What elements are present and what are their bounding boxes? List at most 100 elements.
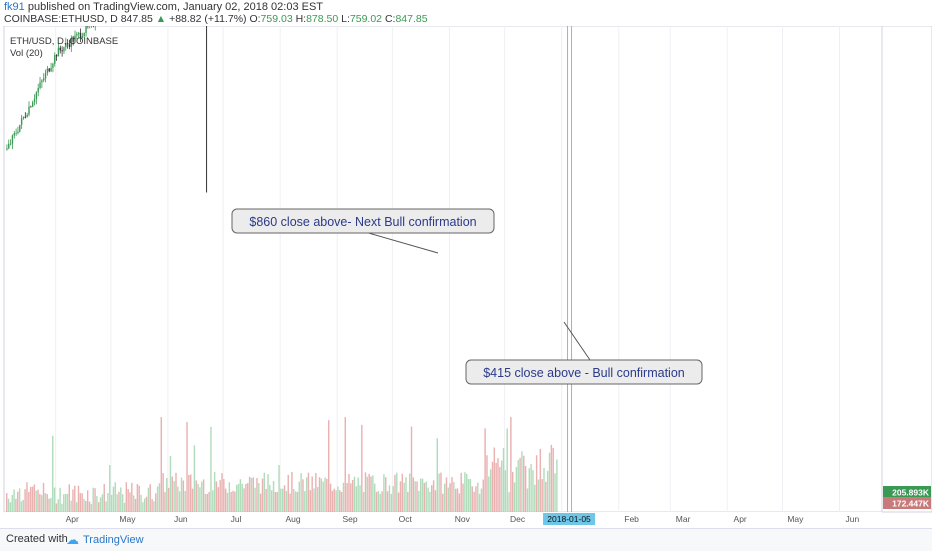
volume-bar <box>394 474 396 512</box>
time-label-6: Oct <box>399 514 413 524</box>
volume-bar <box>74 485 76 512</box>
volume-bar <box>44 493 47 512</box>
candle-body <box>48 68 50 72</box>
volume-bar <box>495 462 497 512</box>
ohlc-line: COINBASE:ETHUSD, D 847.85 ▲ +88.82 (+11.… <box>4 13 428 25</box>
volume-bar <box>215 481 218 512</box>
volume-bar <box>528 468 530 512</box>
volume-bar <box>162 473 164 512</box>
candle-body <box>65 43 67 48</box>
volume-bar <box>177 486 179 512</box>
chart-header: fk91 published on TradingView.com, Janua… <box>0 0 932 26</box>
volume-bar <box>236 484 238 512</box>
volume-bar <box>556 459 558 512</box>
volume-bar <box>99 497 102 512</box>
volume-bar <box>92 487 94 512</box>
volume-bar <box>53 487 56 512</box>
volume-marker-label-0: 205.893K <box>892 488 930 498</box>
callout-text-bottom: $415 close above - Bull confirmation <box>483 366 685 380</box>
volume-bar <box>112 486 115 512</box>
volume-bar <box>213 472 216 512</box>
candle-body <box>31 102 34 107</box>
volume-bar <box>29 486 32 512</box>
volume-bar <box>188 474 190 512</box>
volume-bar <box>482 479 484 512</box>
volume-bar <box>322 481 324 512</box>
volume-bar <box>420 478 422 512</box>
volume-bar <box>155 493 157 512</box>
volume-bar <box>355 486 358 512</box>
volume-bar <box>269 484 271 512</box>
volume-bar <box>414 481 416 512</box>
volume-bar <box>351 479 354 512</box>
tradingview-logo[interactable]: ☁ TradingView <box>66 532 144 548</box>
volume-bar <box>519 457 521 512</box>
candle-body <box>15 133 17 134</box>
volume-bar <box>313 488 315 512</box>
volume-bar <box>552 447 554 512</box>
candle-body <box>11 135 14 144</box>
time-label-3: Jul <box>231 514 242 524</box>
volume-bar <box>434 490 437 512</box>
volume-bar <box>289 493 291 512</box>
price-chart[interactable]: 4.236(2318.33)3.618(2040.62)3(1762.91)2.… <box>0 26 932 528</box>
volume-bar <box>15 498 17 512</box>
candle-body <box>83 33 85 37</box>
volume-bar <box>385 477 387 512</box>
volume-bar <box>353 476 356 512</box>
close-value: 847.85 <box>395 13 428 25</box>
volume-bar <box>118 491 120 512</box>
volume-bar <box>278 464 280 512</box>
volume-bar <box>142 502 144 512</box>
candle-body <box>44 72 47 79</box>
volume-bar <box>232 490 234 512</box>
publish-info: published on TradingView.com, January 02… <box>27 1 324 13</box>
publish-line: fk91 published on TradingView.com, Janua… <box>4 1 323 13</box>
volume-bar <box>546 470 549 512</box>
volume-bar <box>364 472 367 512</box>
volume-bar <box>171 476 174 512</box>
volume-bar <box>272 481 275 512</box>
volume-bar <box>386 491 389 512</box>
volume-bar <box>348 473 350 512</box>
candle-body <box>8 143 10 149</box>
volume-bar <box>294 491 297 512</box>
volume-bar <box>390 493 392 512</box>
volume-bar <box>195 480 197 512</box>
volume-bar <box>131 482 133 512</box>
volume-bar <box>326 478 328 512</box>
volume-bar <box>370 476 372 512</box>
volume-bar <box>296 491 299 512</box>
plot-area[interactable] <box>3 26 883 513</box>
low-label: L: <box>341 13 350 25</box>
author-link[interactable]: fk91 <box>4 1 25 13</box>
volume-bar <box>432 480 435 512</box>
volume-bar <box>475 486 477 512</box>
price-axis[interactable]: 10000.008000.005150.004150.002550.002050… <box>881 26 932 513</box>
volume-bar <box>228 482 231 512</box>
volume-bar <box>81 493 83 512</box>
time-label-13: May <box>787 514 804 524</box>
volume-bar <box>500 460 503 512</box>
volume-bar <box>403 482 405 512</box>
volume-bar <box>329 483 332 512</box>
candle-body <box>37 88 39 93</box>
volume-bar <box>368 473 370 512</box>
volume-bar <box>280 488 282 512</box>
volume-bar <box>491 461 494 512</box>
volume-bar <box>515 466 518 512</box>
time-axis[interactable]: Apr May Jun Jul Aug Sep Oct Nov Dec 2018-01-05 Feb… <box>4 512 882 526</box>
volume-bar <box>197 483 199 512</box>
candle-body <box>33 98 36 103</box>
candle-body <box>20 118 23 125</box>
volume-bar <box>548 452 551 512</box>
candle-body <box>77 32 80 34</box>
footer-bar: Created with ☁ TradingView <box>0 528 932 551</box>
volume-bar <box>110 494 113 512</box>
callout-box-top <box>231 208 495 234</box>
volume-bar <box>204 493 207 512</box>
volume-bar <box>350 483 352 512</box>
volume-bar <box>276 492 278 512</box>
volume-bar <box>440 472 442 512</box>
volume-bar <box>182 480 185 512</box>
